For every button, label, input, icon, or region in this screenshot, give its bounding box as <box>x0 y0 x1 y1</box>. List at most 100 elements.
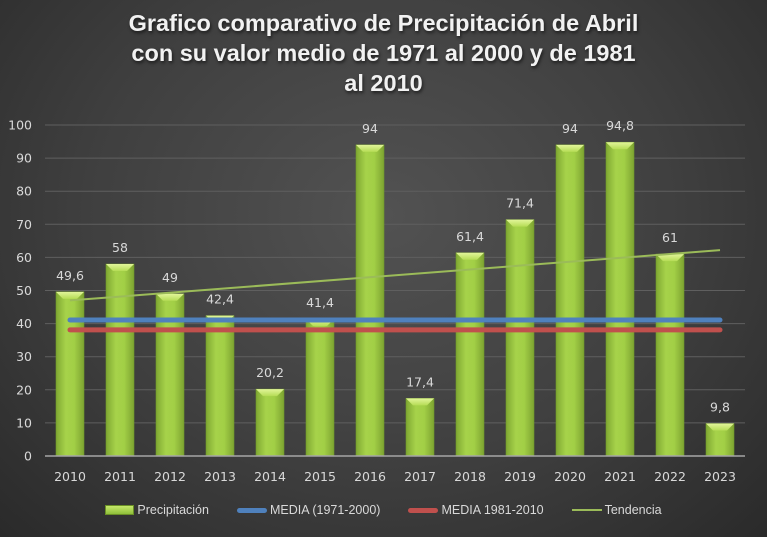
legend-item-media-1981-2010[interactable]: MEDIA 1981-2010 <box>408 503 544 517</box>
bar <box>705 423 735 457</box>
x-tick-label: 2022 <box>654 469 686 484</box>
bars <box>55 141 735 457</box>
legend-item-tendencia[interactable]: Tendencia <box>571 503 662 517</box>
data-label: 20,2 <box>256 365 284 380</box>
bar <box>605 141 635 457</box>
bar-bevel <box>506 219 534 227</box>
bar-body <box>455 252 485 457</box>
bar <box>405 398 435 457</box>
gridlines <box>45 124 745 424</box>
bar <box>305 318 335 457</box>
data-labels: 49,6 58 49 42,4 20,2 41,4 94 17,4 61,4 71,4 94 94,8… <box>56 118 730 414</box>
y-tick-label: 10 <box>16 415 32 430</box>
data-label: 94,8 <box>606 118 634 133</box>
x-tick-label: 2013 <box>204 469 236 484</box>
bar-body <box>105 263 135 457</box>
x-tick-label: 2017 <box>404 469 436 484</box>
series-lines <box>67 249 723 333</box>
data-label: 61,4 <box>456 229 484 244</box>
chart-title: Grafico comparativo de Precipitación de … <box>0 8 767 98</box>
legend: Precipitación MEDIA (1971-2000) MEDIA 19… <box>0 500 767 520</box>
y-tick-label: 20 <box>16 382 32 397</box>
bar-bevel <box>256 389 284 397</box>
x-tick-label: 2020 <box>554 469 586 484</box>
bar-bevel <box>106 264 134 272</box>
chart-title-line-2: con su valor medio de 1971 al 2000 y de … <box>131 40 636 66</box>
legend-label: MEDIA 1981-2010 <box>441 503 544 517</box>
x-axis: 2010 2011 2012 2013 2014 2015 2016 2017 2018 2019… <box>45 455 745 484</box>
bar-bevel <box>56 291 84 299</box>
legend-label: MEDIA (1971-2000) <box>269 503 381 517</box>
y-tick-label: 30 <box>16 349 32 364</box>
y-tick-label: 80 <box>16 184 32 199</box>
bar <box>55 291 85 457</box>
bar-bevel <box>606 142 634 150</box>
x-tick-label: 2012 <box>154 469 186 484</box>
y-tick-label: 60 <box>16 250 32 265</box>
bar <box>555 144 585 457</box>
bar <box>655 253 685 457</box>
bar-body <box>55 291 85 457</box>
bar-body <box>655 253 685 457</box>
bar <box>505 219 535 457</box>
x-tick-label: 2016 <box>354 469 386 484</box>
legend-item-precipitacion[interactable]: Precipitación <box>105 503 209 517</box>
x-tick-label: 2011 <box>104 469 136 484</box>
bar-bevel <box>706 423 734 431</box>
bar-body <box>305 318 335 457</box>
data-label: 49,6 <box>56 268 84 283</box>
bar-bevel <box>556 144 584 152</box>
legend-swatch-line-icon <box>408 507 439 513</box>
y-tick-label: 70 <box>16 217 32 232</box>
x-tick-label: 2015 <box>304 469 336 484</box>
x-tick-label: 2018 <box>454 469 486 484</box>
x-tick-label: 2021 <box>604 469 636 484</box>
y-tick-label: 50 <box>16 283 32 298</box>
data-label: 41,4 <box>306 295 334 310</box>
legend-label: Precipitación <box>137 503 209 517</box>
bar-body <box>355 144 385 457</box>
bar <box>455 252 485 457</box>
legend-swatch-bar-icon <box>105 505 135 515</box>
data-label: 58 <box>112 240 128 255</box>
chart-title-line-3: al 2010 <box>344 70 423 96</box>
bar <box>205 315 235 457</box>
x-tick-label: 2023 <box>704 469 736 484</box>
data-label: 49 <box>162 270 178 285</box>
bar-body <box>555 144 585 457</box>
trendline <box>69 249 721 302</box>
y-tick-label: 100 <box>8 118 32 133</box>
bar <box>355 144 385 457</box>
bar <box>105 263 135 457</box>
data-label: 61 <box>662 230 678 245</box>
bar-body <box>405 398 435 457</box>
bar-bevel <box>406 398 434 406</box>
data-label: 94 <box>362 121 378 136</box>
data-label: 94 <box>562 121 578 136</box>
bar-body <box>505 219 535 457</box>
data-label: 17,4 <box>406 374 434 389</box>
bar-body <box>605 141 635 457</box>
data-label: 42,4 <box>206 292 234 307</box>
legend-swatch-line-icon <box>236 507 267 513</box>
bar-body <box>205 315 235 457</box>
bar-bevel <box>456 252 484 260</box>
x-tick-label: 2014 <box>254 469 286 484</box>
legend-item-media-1971-2000[interactable]: MEDIA (1971-2000) <box>236 503 381 517</box>
y-tick-label: 40 <box>16 316 32 331</box>
y-axis: 0 10 20 30 40 50 60 70 80 90 100 <box>8 118 32 464</box>
legend-swatch-trendline-icon <box>571 509 602 511</box>
bar-bevel <box>356 144 384 152</box>
bar-body <box>255 388 285 457</box>
y-tick-label: 0 <box>24 449 32 464</box>
bar <box>255 388 285 457</box>
chart-title-line-1: Grafico comparativo de Precipitación de … <box>128 10 639 36</box>
data-label: 9,8 <box>710 400 730 415</box>
data-label: 71,4 <box>506 196 534 211</box>
legend-label: Tendencia <box>604 503 662 517</box>
x-tick-label: 2019 <box>504 469 536 484</box>
x-tick-label: 2010 <box>54 469 86 484</box>
bar-bevel <box>156 293 184 301</box>
y-tick-label: 90 <box>16 151 32 166</box>
